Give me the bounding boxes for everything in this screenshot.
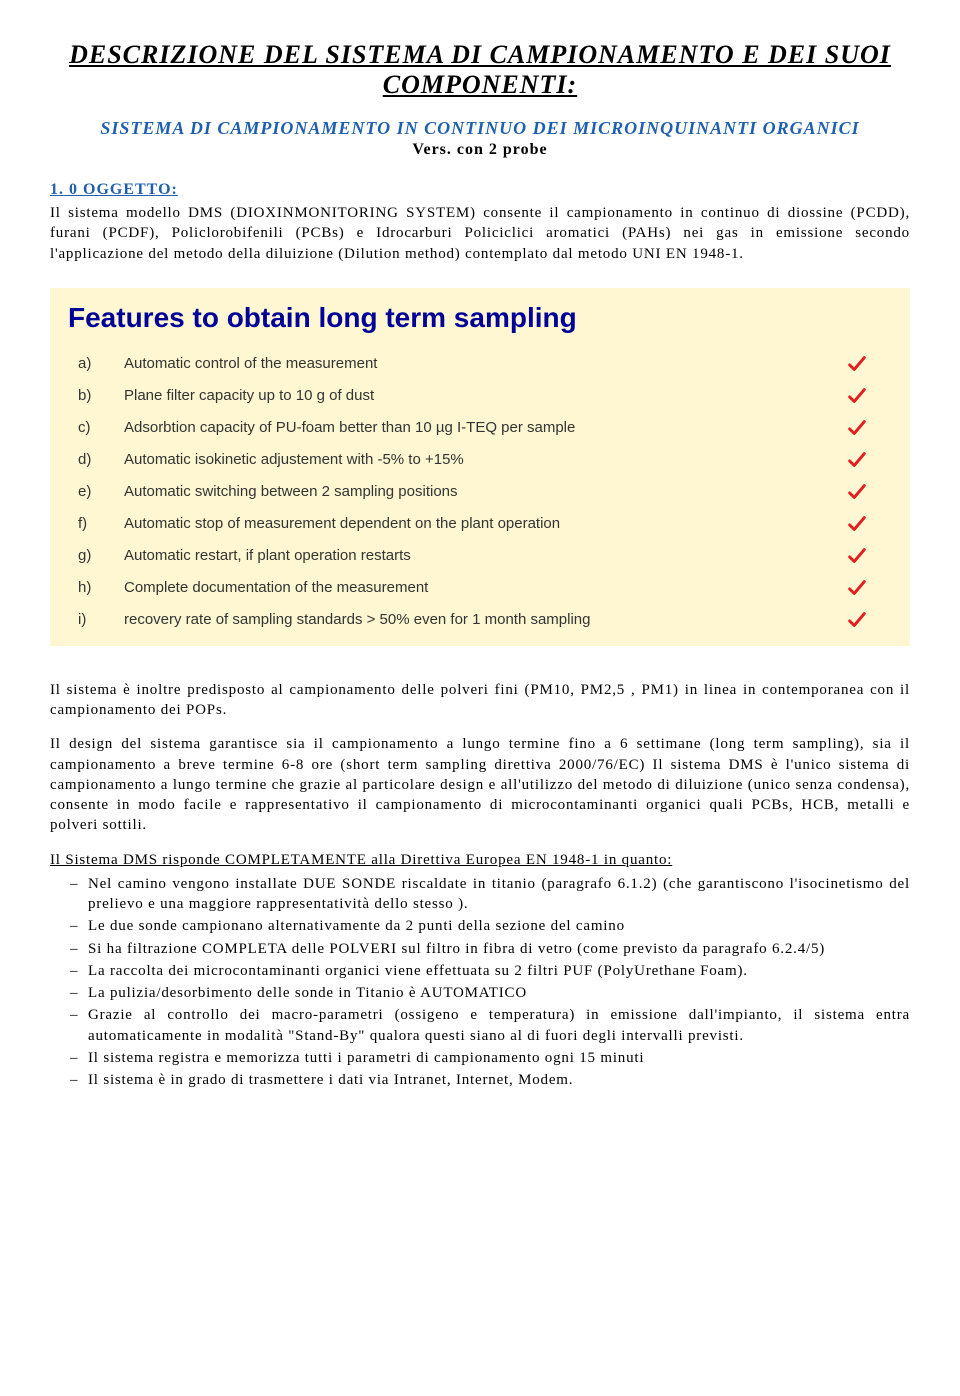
feature-letter: b) xyxy=(78,387,100,404)
feature-letter: i) xyxy=(78,611,100,628)
feature-letter: a) xyxy=(78,355,100,372)
section-1-paragraph: Il sistema modello DMS (DIOXINMONITORING… xyxy=(50,203,910,264)
bullet-item: La pulizia/desorbimento delle sonde in T… xyxy=(70,983,910,1003)
check-icon xyxy=(846,449,868,471)
bullet-item: Il sistema registra e memorizza tutti i … xyxy=(70,1048,910,1068)
bullet-item: La raccolta dei microcontaminanti organi… xyxy=(70,961,910,981)
check-icon xyxy=(846,385,868,407)
feature-letter: e) xyxy=(78,483,100,500)
doc-version: Vers. con 2 probe xyxy=(50,141,910,159)
features-panel: Features to obtain long term sampling a)… xyxy=(50,288,910,646)
bullet-item: Nel camino vengono installate DUE SONDE … xyxy=(70,874,910,915)
feature-text: recovery rate of sampling standards > 50… xyxy=(124,611,591,628)
feature-text: Complete documentation of the measuremen… xyxy=(124,579,428,596)
feature-row: a) Automatic control of the measurement xyxy=(60,348,900,380)
feature-text: Adsorbtion capacity of PU-foam better th… xyxy=(124,419,575,436)
feature-text: Automatic switching between 2 sampling p… xyxy=(124,483,458,500)
features-title: Features to obtain long term sampling xyxy=(68,302,900,334)
paragraph-3: Il design del sistema garantisce sia il … xyxy=(50,734,910,835)
directive-heading: Il Sistema DMS risponde COMPLETAMENTE al… xyxy=(50,850,910,870)
feature-row: g) Automatic restart, if plant operation … xyxy=(60,540,900,572)
paragraph-2: Il sistema è inoltre predisposto al camp… xyxy=(50,680,910,721)
check-icon xyxy=(846,609,868,631)
doc-subtitle: SISTEMA DI CAMPIONAMENTO IN CONTINUO DEI… xyxy=(50,118,910,139)
feature-text: Automatic control of the measurement xyxy=(124,355,377,372)
feature-text: Automatic isokinetic adjustement with -5… xyxy=(124,451,464,468)
feature-row: c) Adsorbtion capacity of PU-foam better … xyxy=(60,412,900,444)
check-icon xyxy=(846,353,868,375)
feature-row: d) Automatic isokinetic adjustement with … xyxy=(60,444,900,476)
feature-letter: d) xyxy=(78,451,100,468)
section-1-head: 1. 0 OGGETTO: xyxy=(50,181,910,199)
check-icon xyxy=(846,577,868,599)
doc-title: DESCRIZIONE DEL SISTEMA DI CAMPIONAMENTO… xyxy=(50,40,910,100)
bullet-item: Il sistema è in grado di trasmettere i d… xyxy=(70,1070,910,1090)
feature-row: b) Plane filter capacity up to 10 g of du… xyxy=(60,380,900,412)
feature-letter: c) xyxy=(78,419,100,436)
feature-letter: g) xyxy=(78,547,100,564)
bullet-item: Si ha filtrazione COMPLETA delle POLVERI… xyxy=(70,939,910,959)
check-icon xyxy=(846,513,868,535)
feature-row: i) recovery rate of sampling standards > … xyxy=(60,604,900,636)
feature-row: e) Automatic switching between 2 sampling… xyxy=(60,476,900,508)
check-icon xyxy=(846,545,868,567)
bullet-item: Grazie al controllo dei macro-parametri … xyxy=(70,1005,910,1046)
feature-row: f) Automatic stop of measurement dependen… xyxy=(60,508,900,540)
check-icon xyxy=(846,417,868,439)
feature-letter: h) xyxy=(78,579,100,596)
feature-text: Automatic restart, if plant operation re… xyxy=(124,547,411,564)
feature-row: h) Complete documentation of the measurem… xyxy=(60,572,900,604)
feature-letter: f) xyxy=(78,515,100,532)
feature-text: Automatic stop of measurement dependent … xyxy=(124,515,560,532)
bullet-item: Le due sonde campionano alternativamente… xyxy=(70,916,910,936)
directive-bullet-list: Nel camino vengono installate DUE SONDE … xyxy=(50,874,910,1091)
feature-text: Plane filter capacity up to 10 g of dust xyxy=(124,387,374,404)
check-icon xyxy=(846,481,868,503)
